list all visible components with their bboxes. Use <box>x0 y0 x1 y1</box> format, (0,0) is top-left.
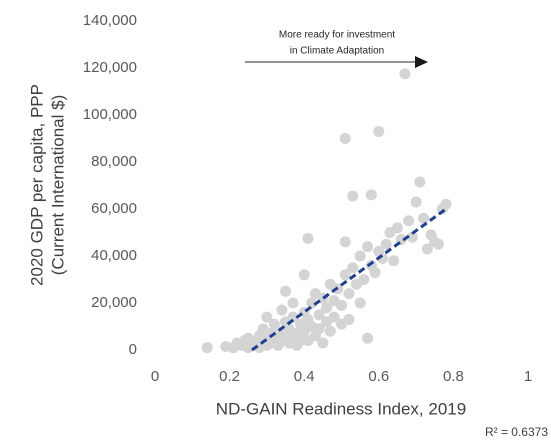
scatter-point <box>358 274 370 285</box>
scatter-point <box>343 288 355 300</box>
scatter-point <box>362 332 374 344</box>
scatter-point <box>313 309 325 321</box>
x-tick-label: 0.6 <box>368 368 389 385</box>
x-tick-label: 1 <box>524 368 532 385</box>
y-tick-label: 80,000 <box>91 153 137 170</box>
annotation: More ready for investment <box>279 30 395 41</box>
scatter-point <box>317 337 329 349</box>
scatter-point <box>339 236 351 248</box>
scatter-point <box>339 269 351 281</box>
scatter-point <box>324 325 336 337</box>
scatter-point <box>321 302 333 314</box>
scatter-point <box>410 196 422 208</box>
scatter-point <box>414 176 426 188</box>
annotation: in Climate Adaptation <box>290 46 385 57</box>
x-tick-label: 0.4 <box>294 368 315 385</box>
x-axis-label: ND-GAIN Readiness Index, 2019 <box>216 399 466 418</box>
scatter-point <box>336 299 347 311</box>
y-axis-label: 2020 GDP per capita, PPP <box>27 84 46 286</box>
scatter-point <box>287 297 299 309</box>
scatter-point <box>440 198 452 210</box>
scatter-point <box>418 212 430 224</box>
scatter-point <box>399 68 411 80</box>
scatter-point <box>347 262 359 274</box>
scatter-point <box>365 189 377 201</box>
x-tick-label: 0.2 <box>219 368 240 385</box>
scatter-point <box>280 285 292 297</box>
scatter-point <box>328 311 340 323</box>
scatter-point <box>432 238 444 250</box>
r-squared: R² = 0.6373 <box>485 425 548 439</box>
scatter-point <box>313 323 325 335</box>
scatter-point <box>276 304 288 316</box>
y-tick-label: 100,000 <box>83 106 137 123</box>
scatter-point <box>380 238 392 250</box>
scatter-point <box>298 269 310 281</box>
scatter-point <box>302 232 314 244</box>
scatter-point <box>201 342 213 354</box>
scatter-point <box>261 311 273 323</box>
scatter-point <box>369 266 381 278</box>
scatter-point <box>388 255 400 267</box>
scatter-point <box>354 250 366 262</box>
scatter-point <box>362 241 374 253</box>
scatter-point <box>347 190 359 202</box>
scatter-point <box>306 297 318 309</box>
scatter-point <box>339 133 351 144</box>
trendline <box>251 207 447 352</box>
x-tick-label: 0.8 <box>443 368 464 385</box>
y-tick-label: 40,000 <box>91 247 137 264</box>
scatter-point <box>287 311 299 323</box>
y-tick-label: 0 <box>129 341 137 358</box>
scatter-point <box>406 231 418 243</box>
scatter-point <box>403 215 415 227</box>
arrow-head <box>415 56 428 68</box>
scatter-point <box>343 313 355 325</box>
scatter-point <box>391 222 403 234</box>
scatter-point <box>354 297 366 309</box>
x-tick-label: 0 <box>151 368 159 385</box>
y-tick-label: 120,000 <box>83 59 137 76</box>
y-tick-label: 140,000 <box>83 12 137 29</box>
plot-area: 0 20,000 40,000 60,000 80,000 100,000 120,000 1… <box>83 12 532 385</box>
y-tick-label: 60,000 <box>91 200 137 217</box>
y-axis-label: (Current International $) <box>48 95 67 275</box>
scatter-point <box>421 243 433 255</box>
scatter-point <box>373 125 385 137</box>
y-tick-label: 20,000 <box>91 294 137 311</box>
